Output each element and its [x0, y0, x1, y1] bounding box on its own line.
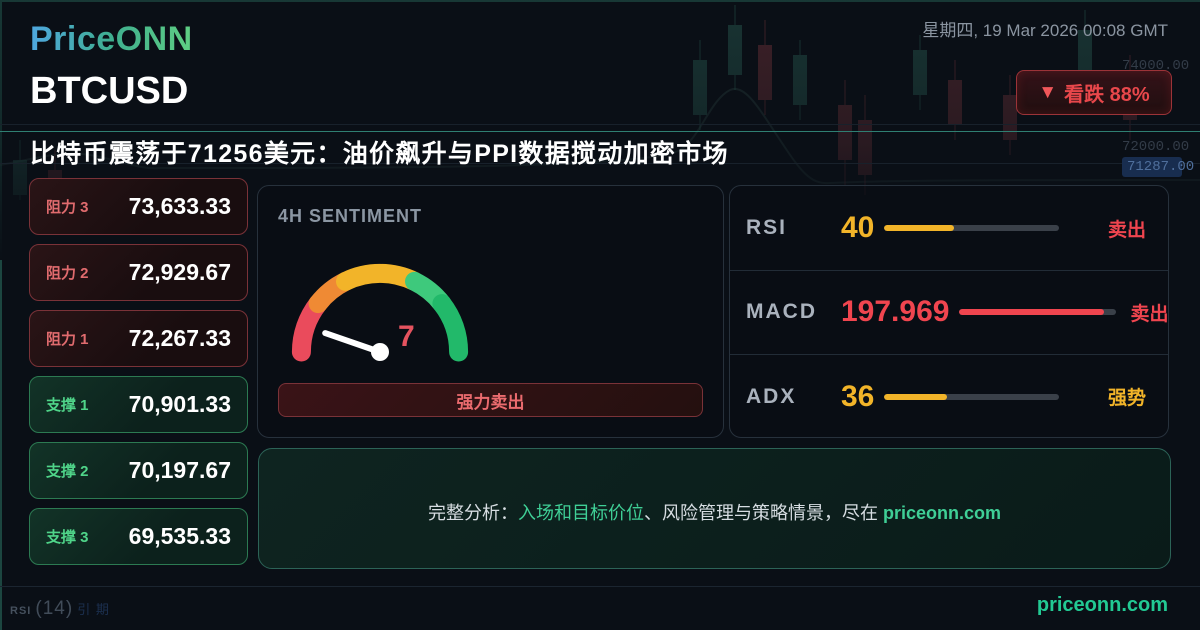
svg-text:7: 7: [398, 320, 415, 353]
